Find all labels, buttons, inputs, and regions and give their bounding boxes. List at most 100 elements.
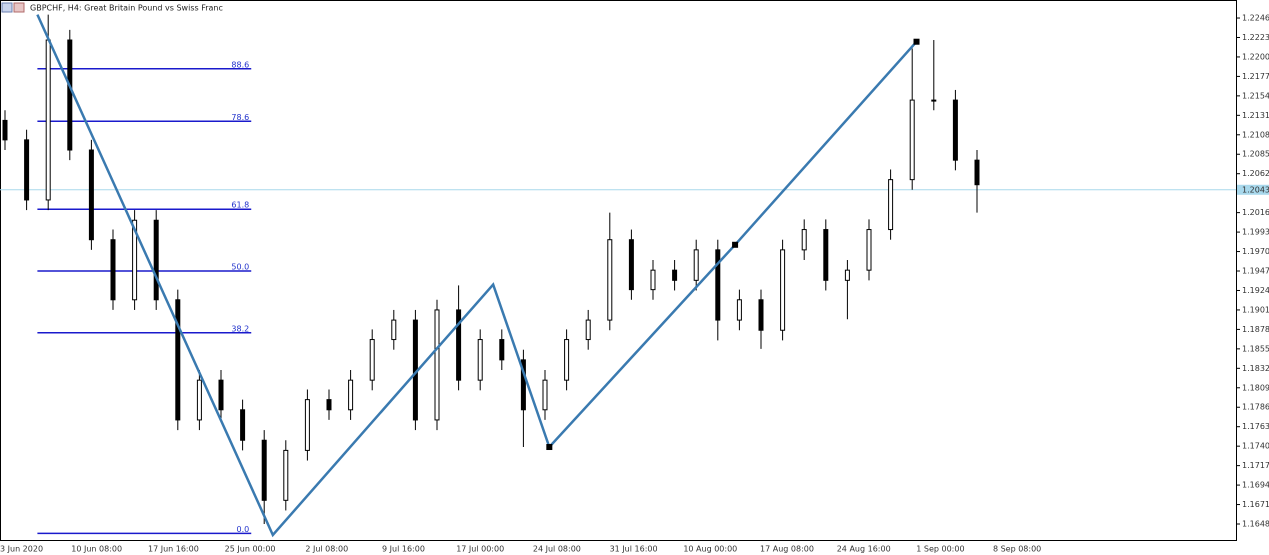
y-tick-label: 1.20850 (1242, 150, 1269, 159)
candle-body (2, 119, 8, 141)
candle-body (564, 339, 570, 381)
candle-body (844, 269, 850, 281)
candle-body (736, 299, 742, 321)
y-tick-label: 1.22230 (1242, 33, 1269, 42)
y-tick-label: 1.19700 (1242, 247, 1269, 256)
y-tick-label: 1.16940 (1242, 481, 1269, 490)
candle-body (672, 269, 678, 281)
y-tick-label: 1.19930 (1242, 228, 1269, 237)
current-price-box (1237, 184, 1269, 195)
candle-body (974, 159, 980, 186)
candle-body (628, 239, 634, 291)
candle-body (499, 339, 505, 361)
candle-body (175, 299, 181, 421)
candle-body (369, 339, 375, 381)
candle-body (283, 449, 289, 501)
candle-body (24, 139, 30, 201)
zigzag-line (36, 14, 918, 538)
candle-body (45, 39, 51, 201)
candle-body (391, 319, 397, 341)
x-tick-label: 8 Sep 08:00 (993, 545, 1041, 554)
x-tick-label: 24 Aug 16:00 (837, 545, 891, 554)
x-tick-label: 2 Jul 08:00 (305, 545, 348, 554)
candle-body (931, 99, 937, 102)
x-tick-label: 17 Jun 16:00 (148, 545, 199, 554)
y-tick-label: 1.21080 (1242, 130, 1269, 139)
y-tick-label: 1.19240 (1242, 286, 1269, 295)
y-tick-label: 1.20160 (1242, 208, 1269, 217)
candle-body (304, 399, 310, 451)
candle-body (607, 239, 613, 321)
y-tick-label: 1.17400 (1242, 442, 1269, 451)
y-tick-label: 1.18550 (1242, 344, 1269, 353)
zigzag-point (732, 241, 739, 248)
x-tick-label: 1 Sep 00:00 (916, 545, 964, 554)
y-tick-label: 1.19010 (1242, 305, 1269, 314)
y-tick-label: 1.21770 (1242, 72, 1269, 81)
candle-body (693, 249, 699, 281)
x-tick-label: 10 Aug 00:00 (683, 545, 737, 554)
x-tick-label: 31 Jul 16:00 (610, 545, 658, 554)
zigzag-point (546, 444, 553, 451)
y-tick-label: 1.22000 (1242, 52, 1269, 61)
x-tick-label: 17 Aug 08:00 (760, 545, 814, 554)
candle-body (434, 309, 440, 421)
fib-label: 88.6 (231, 60, 249, 69)
y-tick-label: 1.22460 (1242, 14, 1269, 23)
zigzag-point (913, 38, 920, 45)
x-tick-label: 10 Jun 08:00 (71, 545, 122, 554)
candle-body (715, 249, 721, 321)
x-tick-label: 24 Jul 08:00 (533, 545, 581, 554)
y-tick-label: 1.21540 (1242, 91, 1269, 100)
fib-label: 61.8 (231, 201, 249, 210)
candle-body (196, 379, 202, 421)
candle-body (758, 299, 764, 331)
y-tick-label: 1.16710 (1242, 500, 1269, 509)
fib-label: 78.6 (231, 113, 249, 122)
y-tick-label: 1.18090 (1242, 383, 1269, 392)
candle-body (218, 379, 224, 411)
candle-body (888, 179, 894, 231)
candle-body (801, 229, 807, 251)
chart-title: GBPCHF, H4: Great Britain Pound vs Swiss… (30, 4, 223, 13)
candle-body (823, 229, 829, 281)
candle-body (456, 309, 462, 381)
candle-body (110, 239, 116, 301)
candle-body (520, 359, 526, 411)
candle-body (542, 379, 548, 411)
y-tick-label: 1.20620 (1242, 169, 1269, 178)
x-tick-label: 9 Jul 16:00 (382, 545, 425, 554)
symbol-icon (1, 2, 25, 13)
y-tick-label: 1.16480 (1242, 520, 1269, 529)
candle-body (153, 219, 159, 301)
y-tick-label: 1.17630 (1242, 422, 1269, 431)
candle-body (585, 319, 591, 341)
current-price-label: 1.20430 (1242, 185, 1269, 194)
candle-body (132, 219, 138, 301)
candle-body (909, 99, 915, 181)
x-tick-label: 25 Jun 00:00 (225, 545, 276, 554)
x-tick-label: 3 Jun 2020 (0, 545, 43, 554)
y-tick-label: 1.18780 (1242, 325, 1269, 334)
y-tick-label: 1.17170 (1242, 461, 1269, 470)
candle-body (866, 229, 872, 271)
y-tick-label: 1.18320 (1242, 364, 1269, 373)
candle-body (780, 249, 786, 331)
y-tick-label: 1.19470 (1242, 267, 1269, 276)
candle-body (348, 379, 354, 411)
candle-body (261, 439, 267, 501)
candle-body (240, 409, 246, 441)
candle-body (67, 39, 73, 151)
candle-body (326, 399, 332, 411)
fib-label: 0.0 (237, 525, 250, 534)
candle-body (477, 339, 483, 381)
fib-label: 38.2 (231, 324, 249, 333)
y-tick-label: 1.17860 (1242, 403, 1269, 412)
candle-body (88, 149, 94, 241)
candle-body (952, 99, 958, 161)
x-tick-label: 17 Jul 00:00 (456, 545, 504, 554)
fib-label: 50.0 (231, 263, 249, 272)
candle-body (650, 269, 656, 291)
y-tick-label: 1.21310 (1242, 111, 1269, 120)
